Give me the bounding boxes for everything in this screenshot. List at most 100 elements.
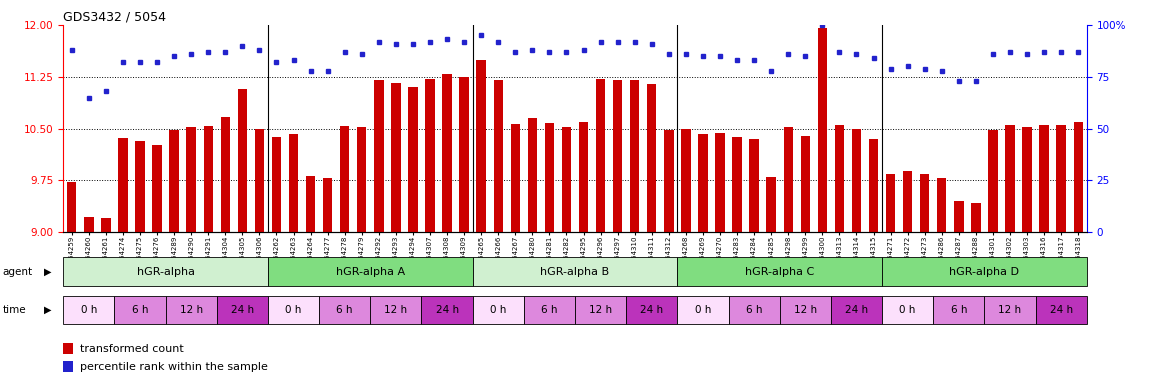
Bar: [783, 127, 792, 232]
Text: 24 h: 24 h: [436, 305, 459, 315]
Bar: [1005, 125, 1014, 232]
Bar: [545, 123, 554, 232]
Bar: [216, 296, 268, 324]
Bar: [715, 133, 724, 232]
Bar: [613, 80, 622, 232]
Bar: [320, 296, 370, 324]
Bar: [934, 296, 984, 324]
Bar: [1022, 127, 1032, 232]
Bar: [903, 172, 912, 232]
Text: 12 h: 12 h: [998, 305, 1021, 315]
Bar: [886, 174, 895, 232]
Bar: [473, 257, 677, 286]
Bar: [562, 127, 572, 232]
Text: time: time: [2, 305, 26, 315]
Text: hGR-alpha D: hGR-alpha D: [950, 266, 1019, 277]
Bar: [954, 201, 964, 232]
Text: 6 h: 6 h: [951, 305, 967, 315]
Text: hGR-alpha B: hGR-alpha B: [540, 266, 610, 277]
Bar: [511, 124, 520, 232]
Bar: [665, 130, 674, 232]
Bar: [818, 28, 827, 232]
Bar: [729, 296, 780, 324]
Bar: [323, 179, 332, 232]
Text: 0 h: 0 h: [490, 305, 506, 315]
Bar: [1040, 125, 1049, 232]
Bar: [677, 257, 882, 286]
Bar: [115, 296, 166, 324]
Bar: [882, 296, 934, 324]
Text: 0 h: 0 h: [899, 305, 915, 315]
Bar: [166, 296, 217, 324]
Bar: [422, 296, 473, 324]
Bar: [443, 74, 452, 232]
Text: GDS3432 / 5054: GDS3432 / 5054: [63, 11, 167, 24]
Bar: [136, 141, 145, 232]
Bar: [221, 117, 230, 232]
Bar: [271, 137, 281, 232]
Bar: [84, 217, 93, 232]
Bar: [358, 127, 367, 232]
Text: 24 h: 24 h: [231, 305, 254, 315]
Bar: [937, 179, 946, 232]
Text: hGR-alpha A: hGR-alpha A: [336, 266, 405, 277]
Bar: [289, 134, 298, 232]
Bar: [204, 126, 213, 232]
Bar: [528, 118, 537, 232]
Bar: [578, 122, 588, 232]
Bar: [647, 84, 657, 232]
Text: 12 h: 12 h: [384, 305, 407, 315]
Bar: [575, 296, 626, 324]
Bar: [460, 77, 469, 232]
Text: agent: agent: [2, 266, 32, 277]
Text: 6 h: 6 h: [132, 305, 148, 315]
Text: 0 h: 0 h: [695, 305, 711, 315]
Bar: [186, 127, 196, 232]
Bar: [101, 218, 110, 232]
Bar: [630, 80, 639, 232]
Bar: [677, 296, 729, 324]
Bar: [780, 296, 830, 324]
Text: hGR-alpha: hGR-alpha: [137, 266, 194, 277]
Bar: [473, 296, 523, 324]
Bar: [268, 296, 320, 324]
Bar: [1074, 122, 1083, 232]
Text: ▶: ▶: [44, 266, 52, 277]
Bar: [370, 296, 421, 324]
Text: 12 h: 12 h: [179, 305, 202, 315]
Bar: [374, 80, 383, 232]
Bar: [63, 361, 74, 372]
Bar: [681, 129, 690, 232]
Text: 6 h: 6 h: [746, 305, 762, 315]
Text: 24 h: 24 h: [641, 305, 664, 315]
Bar: [972, 203, 981, 232]
Text: 0 h: 0 h: [285, 305, 301, 315]
Bar: [835, 125, 844, 232]
Bar: [733, 137, 742, 232]
Bar: [67, 182, 76, 232]
Text: ▶: ▶: [44, 305, 52, 315]
Bar: [869, 139, 879, 232]
Bar: [988, 130, 997, 232]
Bar: [63, 257, 268, 286]
Text: 6 h: 6 h: [337, 305, 353, 315]
Bar: [882, 257, 1087, 286]
Text: 12 h: 12 h: [793, 305, 816, 315]
Text: 24 h: 24 h: [845, 305, 868, 315]
Text: 0 h: 0 h: [81, 305, 97, 315]
Text: 6 h: 6 h: [542, 305, 558, 315]
Text: percentile rank within the sample: percentile rank within the sample: [79, 362, 268, 372]
Bar: [63, 343, 74, 354]
Bar: [255, 129, 264, 232]
Text: 12 h: 12 h: [589, 305, 612, 315]
Bar: [476, 60, 485, 232]
Bar: [750, 139, 759, 232]
Bar: [391, 83, 400, 232]
Bar: [153, 145, 162, 232]
Bar: [1036, 296, 1087, 324]
Bar: [767, 177, 776, 232]
Bar: [524, 296, 575, 324]
Bar: [920, 174, 929, 232]
Bar: [118, 137, 128, 232]
Bar: [408, 87, 417, 232]
